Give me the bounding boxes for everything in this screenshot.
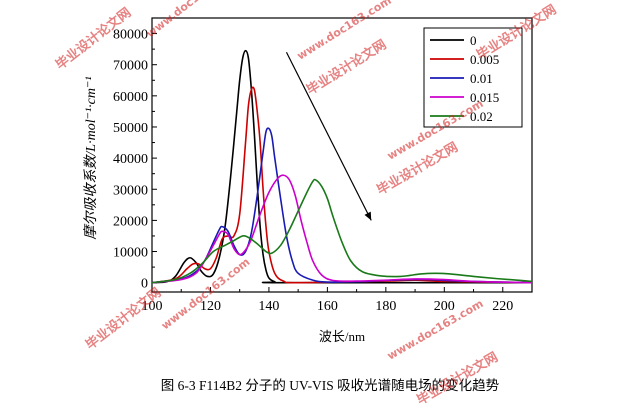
watermark-text: 毕业设计论文网 bbox=[374, 139, 461, 198]
legend-label: 0.01 bbox=[470, 71, 493, 86]
y-axis-label: 摩尔吸收系数/L·mol⁻¹·cm⁻¹ bbox=[83, 76, 99, 239]
series-line-0 bbox=[151, 49, 533, 284]
y-axis: 0 10000 20000 30000 40000 50000 60000 70000 8000… bbox=[113, 28, 157, 292]
x-tick-label: 140 bbox=[258, 299, 279, 314]
x-tick-label: 180 bbox=[375, 299, 396, 314]
y-tick-label: 60000 bbox=[113, 90, 148, 105]
series-line-0.02 bbox=[151, 178, 533, 284]
watermark-url: www.doc163.com bbox=[159, 255, 253, 332]
legend-label: 0 bbox=[470, 33, 477, 48]
y-tick-label: 10000 bbox=[113, 246, 148, 261]
legend: 0 0.005 0.01 0.015 0.02 bbox=[423, 27, 523, 128]
x-tick-label: 120 bbox=[200, 299, 221, 314]
figure-caption: 图 6-3 F114B2 分子的 UV-VIS 吸收光谱随电场的变化趋势 bbox=[161, 378, 499, 393]
watermark-text: 毕业设计论文网 bbox=[83, 285, 165, 354]
y-tick-label: 40000 bbox=[113, 152, 148, 167]
x-tick-label: 220 bbox=[492, 299, 513, 314]
x-tick-label: 160 bbox=[317, 299, 338, 314]
plot-frame bbox=[151, 17, 533, 293]
annotation-layer bbox=[285, 51, 372, 221]
x-tick-label: 100 bbox=[142, 299, 163, 314]
x-axis: 100 120 140 160 180 200 220 bbox=[142, 287, 513, 314]
x-axis-label: 波长/nm bbox=[319, 329, 365, 344]
series-line-0.01 bbox=[151, 127, 533, 284]
y-tick-label: 70000 bbox=[113, 59, 148, 74]
series-line-0.005 bbox=[151, 86, 533, 284]
x-tick-label: 200 bbox=[434, 299, 455, 314]
y-tick-label: 50000 bbox=[113, 121, 148, 136]
series-layer bbox=[151, 49, 533, 284]
y-tick-label: 0 bbox=[141, 277, 148, 292]
legend-label: 0.005 bbox=[470, 52, 499, 67]
legend-label: 0.02 bbox=[470, 109, 493, 124]
legend-label: 0.015 bbox=[470, 90, 499, 105]
y-tick-label: 80000 bbox=[113, 28, 148, 43]
trend-arrow-head bbox=[364, 211, 372, 221]
watermark-url: www.doc163.com bbox=[144, 0, 238, 40]
series-line-0.015 bbox=[151, 174, 533, 284]
trend-arrow-shaft bbox=[285, 51, 372, 221]
y-tick-label: 20000 bbox=[113, 214, 148, 229]
y-tick-label: 30000 bbox=[113, 183, 148, 198]
